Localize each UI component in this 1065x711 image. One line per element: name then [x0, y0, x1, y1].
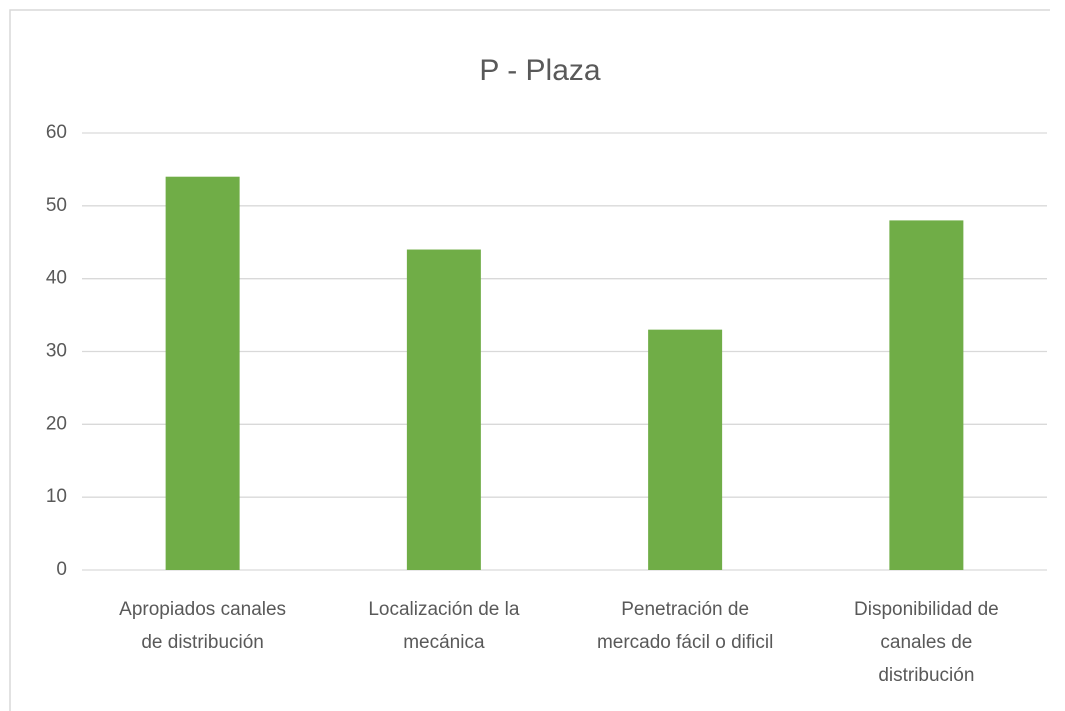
bar: [165, 176, 240, 570]
bar: [889, 220, 964, 570]
bar: [648, 329, 723, 570]
y-tick-label: 0: [56, 559, 67, 580]
y-tick-label: 50: [46, 195, 67, 216]
y-tick-label: 30: [46, 341, 67, 362]
y-tick-label: 40: [46, 268, 67, 289]
x-tick-label: Penetración de mercado fácil o dificil: [596, 599, 774, 653]
x-tick-label: Localización de la mecánica: [368, 599, 520, 653]
y-tick-label: 60: [46, 122, 67, 143]
y-tick-label: 10: [46, 486, 67, 507]
chart-frame: [9, 9, 1050, 711]
chart-title: P - Plaza: [479, 54, 600, 87]
x-tick-label: Disponibilidad de canales de distribució…: [854, 599, 999, 686]
bar: [406, 249, 481, 571]
y-tick-label: 20: [46, 413, 67, 434]
x-tick-label: Apropiados canales de distribución: [119, 599, 287, 653]
